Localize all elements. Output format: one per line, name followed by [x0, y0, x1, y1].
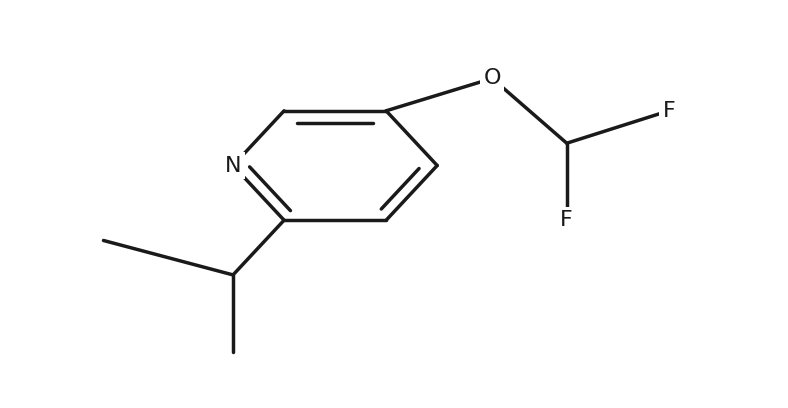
- Text: F: F: [560, 210, 573, 230]
- Text: F: F: [663, 101, 675, 121]
- Text: O: O: [483, 69, 501, 89]
- Text: N: N: [225, 155, 241, 175]
